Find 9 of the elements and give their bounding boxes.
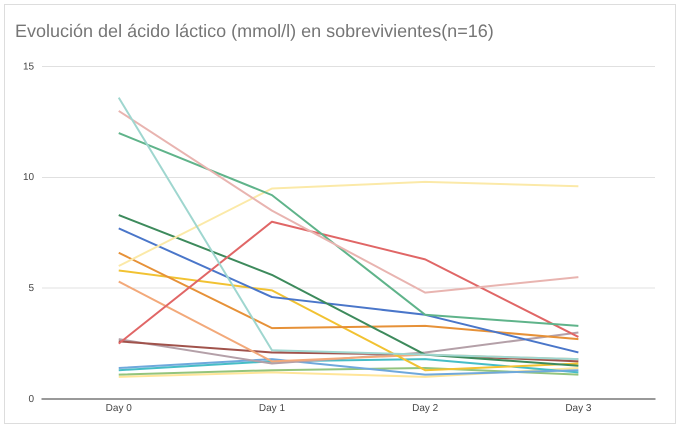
chart-title: Evolución del ácido láctico (mmol/l) en sobrevivientes(n=16)	[15, 20, 494, 41]
x-tick-label: Day 1	[258, 402, 286, 414]
x-tick-label: Day 3	[565, 402, 592, 414]
y-tick-label: 0	[28, 394, 35, 405]
y-tick-label: 5	[28, 282, 35, 294]
x-tick-label: Day 2	[412, 402, 439, 414]
x-tick-label: Day 0	[106, 402, 132, 414]
y-tick-label: 10	[23, 172, 35, 184]
y-tick-label: 15	[23, 61, 35, 72]
